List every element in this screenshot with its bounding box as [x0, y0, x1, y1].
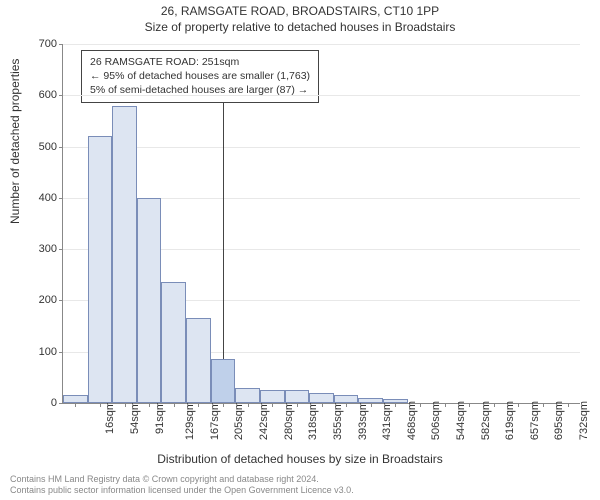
- x-tick-mark: [223, 403, 224, 407]
- histogram-bar: [137, 198, 162, 403]
- y-tick-label: 0: [51, 397, 63, 409]
- x-tick-label: 544sqm: [455, 401, 467, 440]
- y-tick-label: 700: [39, 38, 63, 50]
- footer-line-1: Contains HM Land Registry data © Crown c…: [10, 474, 354, 485]
- callout-line-1: 26 RAMSGATE ROAD: 251sqm: [90, 55, 310, 69]
- x-tick-mark: [371, 403, 372, 407]
- x-tick-mark: [543, 403, 544, 407]
- x-tick-mark: [248, 403, 249, 407]
- histogram-bar: [334, 395, 359, 403]
- x-tick-mark: [395, 403, 396, 407]
- x-tick-mark: [518, 403, 519, 407]
- x-tick-label: 355sqm: [332, 401, 344, 440]
- x-tick-label: 695sqm: [554, 401, 566, 440]
- histogram-bar: [285, 390, 310, 403]
- x-tick-label: 16sqm: [104, 401, 116, 434]
- x-tick-label: 280sqm: [283, 401, 295, 440]
- x-tick-mark: [198, 403, 199, 407]
- histogram-bar: [211, 359, 236, 403]
- x-tick-label: 582sqm: [480, 401, 492, 440]
- x-tick-mark: [494, 403, 495, 407]
- x-tick-label: 242sqm: [258, 401, 270, 440]
- x-tick-mark: [297, 403, 298, 407]
- histogram-bar: [112, 106, 137, 403]
- chart-title-sub: Size of property relative to detached ho…: [0, 18, 600, 34]
- x-tick-mark: [125, 403, 126, 407]
- x-tick-label: 619sqm: [504, 401, 516, 440]
- x-axis-label: Distribution of detached houses by size …: [0, 452, 600, 466]
- histogram-bar: [88, 136, 113, 403]
- x-tick-label: 54sqm: [129, 401, 141, 434]
- callout-pointer-line: [223, 103, 224, 360]
- x-tick-label: 205sqm: [234, 401, 246, 440]
- x-tick-label: 431sqm: [381, 401, 393, 440]
- x-tick-mark: [149, 403, 150, 407]
- grid-line: [63, 95, 580, 96]
- x-tick-mark: [568, 403, 569, 407]
- grid-line: [63, 147, 580, 148]
- x-tick-label: 167sqm: [209, 401, 221, 440]
- x-tick-label: 393sqm: [357, 401, 369, 440]
- histogram-bar: [260, 390, 285, 403]
- x-tick-mark: [445, 403, 446, 407]
- chart-title-main: 26, RAMSGATE ROAD, BROADSTAIRS, CT10 1PP: [0, 0, 600, 18]
- grid-line: [63, 44, 580, 45]
- footer-line-2: Contains public sector information licen…: [10, 485, 354, 496]
- histogram-bar: [63, 395, 88, 403]
- y-tick-label: 400: [39, 192, 63, 204]
- x-tick-mark: [469, 403, 470, 407]
- x-tick-mark: [75, 403, 76, 407]
- y-tick-label: 600: [39, 89, 63, 101]
- histogram-bar: [161, 282, 186, 403]
- y-tick-label: 100: [39, 346, 63, 358]
- y-tick-label: 300: [39, 243, 63, 255]
- chart-plot-area: 26 RAMSGATE ROAD: 251sqm ← 95% of detach…: [62, 44, 580, 404]
- x-tick-label: 129sqm: [184, 401, 196, 440]
- x-tick-mark: [174, 403, 175, 407]
- chart-footer: Contains HM Land Registry data © Crown c…: [10, 474, 354, 497]
- histogram-bar: [309, 393, 334, 403]
- y-axis-label: Number of detached properties: [8, 59, 22, 224]
- x-tick-mark: [346, 403, 347, 407]
- x-tick-mark: [100, 403, 101, 407]
- x-tick-label: 506sqm: [430, 401, 442, 440]
- x-tick-label: 468sqm: [406, 401, 418, 440]
- x-tick-label: 657sqm: [529, 401, 541, 440]
- x-tick-mark: [272, 403, 273, 407]
- x-tick-label: 91sqm: [154, 401, 166, 434]
- callout-line-2: ← 95% of detached houses are smaller (1,…: [90, 69, 310, 83]
- x-tick-label: 318sqm: [307, 401, 319, 440]
- x-tick-label: 732sqm: [578, 401, 590, 440]
- x-tick-mark: [420, 403, 421, 407]
- y-tick-label: 500: [39, 141, 63, 153]
- histogram-bar: [235, 388, 260, 403]
- histogram-bar: [186, 318, 211, 403]
- y-tick-label: 200: [39, 294, 63, 306]
- x-tick-mark: [322, 403, 323, 407]
